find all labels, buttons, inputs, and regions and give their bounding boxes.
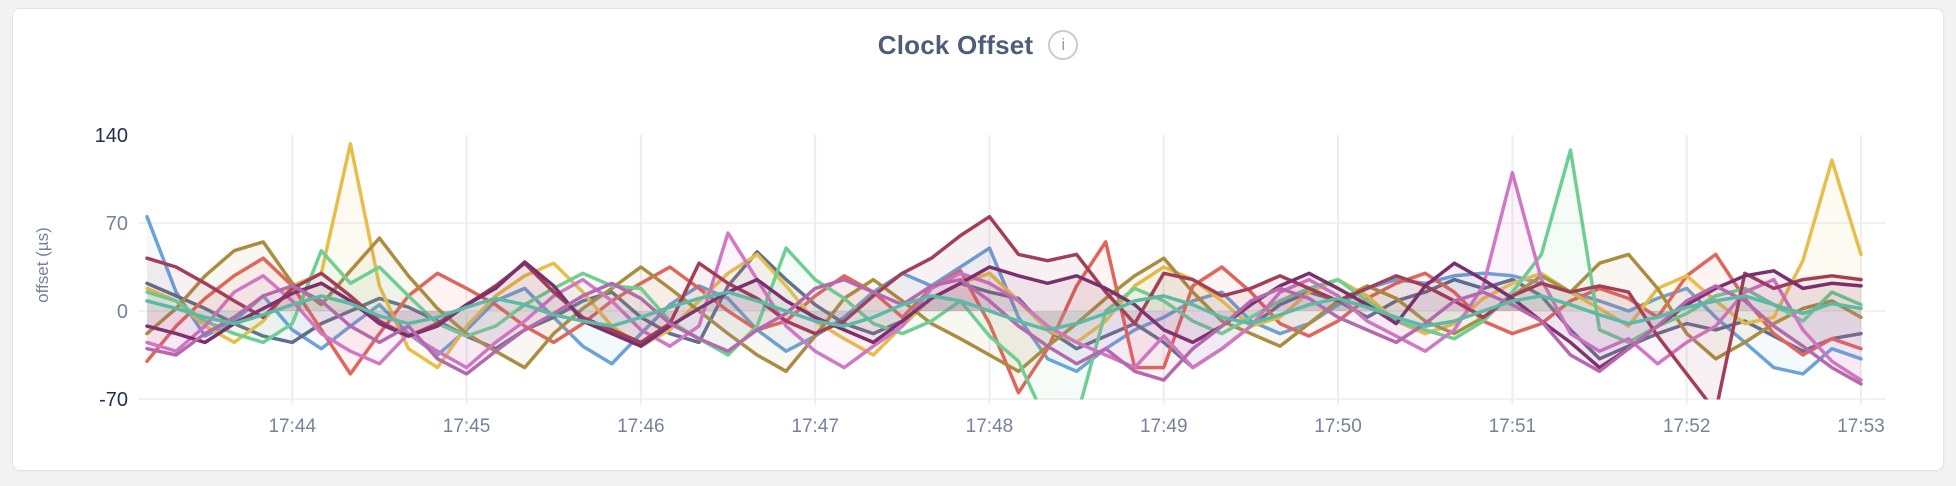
y-axis-tick-label: 0 xyxy=(117,301,128,323)
chart-header: Clock Offset i xyxy=(0,28,1956,62)
y-axis-tick-label: 70 xyxy=(106,213,128,235)
series-line-n3 xyxy=(145,240,1863,395)
series-area-n2 xyxy=(147,251,1861,368)
x-axis-tick-label: 17:45 xyxy=(443,416,491,437)
series-line-n7 xyxy=(145,170,1863,382)
series-area-n8 xyxy=(147,216,1861,400)
series-line-n10 xyxy=(145,277,1863,386)
x-axis-tick-label: 17:51 xyxy=(1489,416,1537,437)
series-line-n8 xyxy=(145,214,1863,400)
x-axis-tick-label: 17:48 xyxy=(966,416,1014,437)
chart-card xyxy=(12,8,1944,471)
series-line-n9 xyxy=(145,260,1863,370)
info-icon-glyph: i xyxy=(1061,35,1066,54)
series-line-n4 xyxy=(145,142,1863,370)
series-area-n7 xyxy=(147,172,1861,381)
series-area-n11 xyxy=(147,292,1861,330)
info-icon[interactable]: i xyxy=(1048,30,1079,60)
page-title: Clock Offset xyxy=(877,29,1034,60)
series-area-n9 xyxy=(147,262,1861,368)
x-axis-tick-label: 17:44 xyxy=(268,416,316,437)
series-area-n10 xyxy=(147,279,1861,384)
x-axis-tick-label: 17:49 xyxy=(1140,416,1188,437)
plot-area[interactable] xyxy=(145,142,1863,424)
series-line-n5 xyxy=(145,236,1863,374)
x-axis-tick-label: 17:52 xyxy=(1663,416,1711,437)
y-axis-tick-label: 140 xyxy=(95,125,128,147)
x-axis-tick-label: 17:46 xyxy=(617,416,665,437)
series-line-n11 xyxy=(145,290,1863,332)
y-axis-title: offset (µs) xyxy=(33,227,52,303)
x-axis-tick-label: 17:47 xyxy=(791,416,839,437)
x-axis-tick-label: 17:50 xyxy=(1314,416,1362,437)
series-area-n4 xyxy=(147,143,1861,368)
x-axis-tick-label: 17:53 xyxy=(1837,416,1885,437)
y-axis-tick-label: -70 xyxy=(99,389,128,411)
